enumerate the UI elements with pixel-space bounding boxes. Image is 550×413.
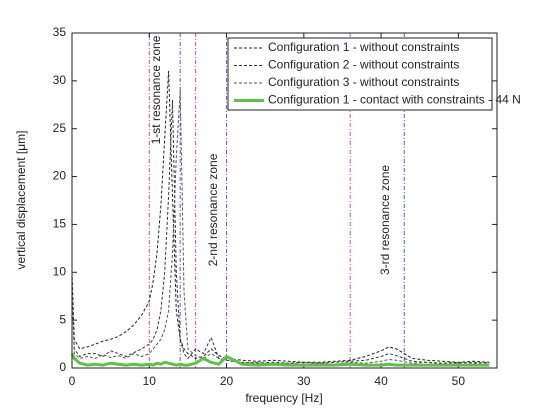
legend-label: Configuration 1 - without constraints — [268, 40, 459, 54]
legend-label: Configuration 2 - without constraints — [268, 58, 459, 72]
x-tick-label: 30 — [297, 374, 311, 388]
y-tick-label: 10 — [53, 264, 67, 278]
x-tick-label: 20 — [220, 374, 234, 388]
series-line — [71, 89, 490, 365]
annotation: 2-nd resonance zone — [206, 153, 220, 266]
legend-label: Configuration 3 - without constraints — [268, 75, 459, 89]
annotation: 3-rd resonance zone — [378, 165, 392, 275]
x-tick-label: 10 — [143, 374, 157, 388]
y-tick-label: 30 — [53, 73, 67, 87]
y-tick-label: 20 — [53, 169, 67, 183]
x-tick-label: 0 — [69, 374, 76, 388]
series-line — [70, 352, 490, 367]
y-tick-label: 25 — [53, 121, 67, 135]
x-tick-label: 40 — [374, 374, 388, 388]
series-line — [71, 99, 490, 364]
annotation: 1-st resonance zone — [149, 35, 163, 144]
legend-box — [227, 37, 493, 111]
series-line — [71, 70, 490, 363]
x-axis-label: frequency [Hz] — [245, 391, 322, 405]
y-tick-label: 35 — [53, 25, 67, 39]
y-tick-label: 5 — [59, 312, 66, 326]
x-tick-label: 50 — [452, 374, 466, 388]
y-tick-label: 15 — [53, 217, 67, 231]
y-tick-label: 0 — [59, 360, 66, 374]
plot-frame — [71, 32, 498, 369]
y-axis-label: vertical displacement [μm] — [14, 131, 28, 270]
legend-label: Configuration 1 - contact with constrain… — [268, 93, 521, 107]
